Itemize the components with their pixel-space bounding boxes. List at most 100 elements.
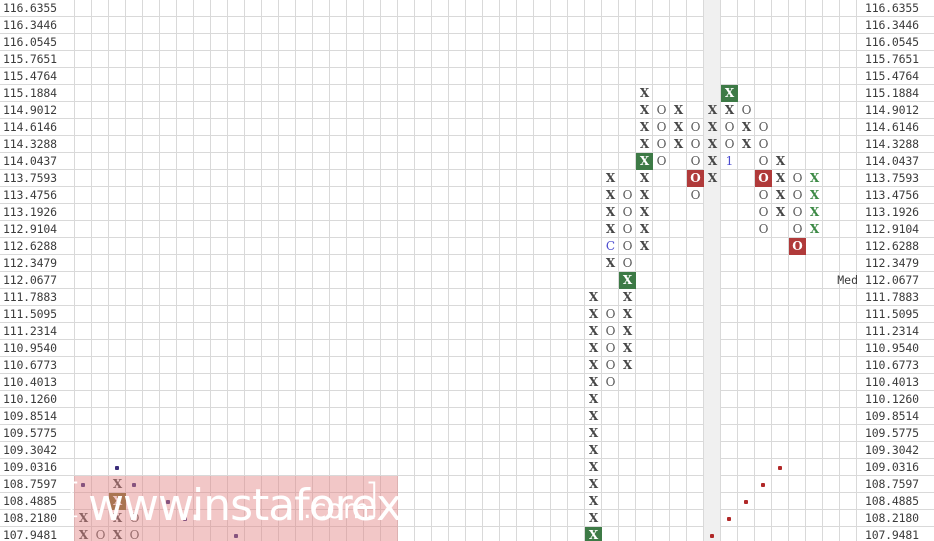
- price-label-right: 112.0677: [865, 273, 919, 287]
- grid-hline: [0, 50, 934, 51]
- price-label-right: 111.5095: [865, 307, 919, 321]
- grid-hline: [0, 458, 934, 459]
- chart-mark-x: X: [673, 137, 684, 151]
- chart-mark-o: O: [792, 171, 803, 185]
- grid-vline: [788, 0, 789, 541]
- chart-mark-x: X: [639, 171, 650, 185]
- chart-mark-x: X: [605, 256, 616, 270]
- chart-mark-o: O: [724, 137, 735, 151]
- grid-vline: [771, 0, 772, 541]
- price-label-left: 110.1260: [3, 392, 57, 406]
- grid-vline: [193, 0, 194, 541]
- grid-hline: [0, 67, 934, 68]
- chart-mark-x: X: [673, 120, 684, 134]
- chart-mark-x: X: [639, 86, 650, 100]
- price-label-left: 115.4764: [3, 69, 57, 83]
- grid-vline: [703, 0, 704, 541]
- chart-mark-o: O: [758, 137, 769, 151]
- grid-hline: [0, 118, 934, 119]
- grid-hline: [0, 169, 934, 170]
- chart-mark-x: X: [588, 511, 599, 525]
- chart-mark-x: X: [78, 528, 89, 541]
- chart-mark-x: X: [585, 527, 602, 541]
- price-label-left: 111.2314: [3, 324, 57, 338]
- projection-dot: [727, 517, 731, 521]
- grid-vline: [91, 0, 92, 541]
- grid-vline: [567, 0, 568, 541]
- price-label-right: 114.6146: [865, 120, 919, 134]
- projection-dot: [183, 517, 187, 521]
- chart-mark-o: O: [622, 239, 633, 253]
- grid-hline: [0, 220, 934, 221]
- price-label-left: 113.7593: [3, 171, 57, 185]
- chart-mark-x: X: [622, 307, 633, 321]
- price-label-left: 107.9481: [3, 528, 57, 541]
- grid-vline: [550, 0, 551, 541]
- grid-vline: [414, 0, 415, 541]
- price-label-right: 108.4885: [865, 494, 919, 508]
- price-label-right: 112.3479: [865, 256, 919, 270]
- grid-hline: [0, 373, 934, 374]
- price-label-right: 112.6288: [865, 239, 919, 253]
- grid-hline: [0, 390, 934, 391]
- grid-hline: [0, 33, 934, 34]
- price-label-right: 112.9104: [865, 222, 919, 236]
- chart-mark-x: X: [588, 460, 599, 474]
- price-label-right: 114.3288: [865, 137, 919, 151]
- price-label-left: 109.0316: [3, 460, 57, 474]
- price-label-right: 114.0437: [865, 154, 919, 168]
- chart-mark-x: X: [588, 358, 599, 372]
- price-label-right: 110.4013: [865, 375, 919, 389]
- grid-vline: [380, 0, 381, 541]
- chart-mark-o: O: [605, 375, 616, 389]
- chart-mark-x: X: [605, 171, 616, 185]
- price-label-right: 113.7593: [865, 171, 919, 185]
- chart-mark-x: X: [622, 341, 633, 355]
- price-label-right: 108.7597: [865, 477, 919, 491]
- grid-vline: [346, 0, 347, 541]
- price-label-left: 116.3446: [3, 18, 57, 32]
- chart-mark-x: X: [588, 341, 599, 355]
- chart-mark-x: X: [741, 120, 752, 134]
- price-label-left: 108.2180: [3, 511, 57, 525]
- price-label-left: 112.3479: [3, 256, 57, 270]
- price-label-left: 111.7883: [3, 290, 57, 304]
- chart-mark-x: X: [707, 154, 718, 168]
- grid-hline: [0, 509, 934, 510]
- grid-vline: [686, 0, 687, 541]
- grid-hline: [0, 254, 934, 255]
- grid-hline: [0, 526, 934, 527]
- price-label-right: 107.9481: [865, 528, 919, 541]
- highlight-column-band: [704, 0, 720, 541]
- chart-mark-o: O: [690, 137, 701, 151]
- chart-mark-o: O: [605, 358, 616, 372]
- grid-hline: [0, 441, 934, 442]
- price-label-left: 112.0677: [3, 273, 57, 287]
- chart-mark-x: X: [588, 409, 599, 423]
- grid-hline: [0, 305, 934, 306]
- chart-mark-x: X: [622, 358, 633, 372]
- price-label-right: 110.1260: [865, 392, 919, 406]
- grid-vline: [108, 0, 109, 541]
- grid-hline: [0, 356, 934, 357]
- grid-vline: [652, 0, 653, 541]
- grid-hline: [0, 16, 934, 17]
- chart-mark-x: X: [707, 120, 718, 134]
- chart-mark-o: O: [758, 205, 769, 219]
- price-label-right: 116.0545: [865, 35, 919, 49]
- chart-mark-o: O: [622, 188, 633, 202]
- grid-vline: [465, 0, 466, 541]
- chart-mark-o: O: [690, 154, 701, 168]
- projection-dot: [81, 483, 85, 487]
- price-label-left: 116.6355: [3, 1, 57, 15]
- watermark-brand: instaforex: [192, 480, 402, 531]
- grid-vline: [397, 0, 398, 541]
- grid-vline: [635, 0, 636, 541]
- chart-mark-x: X: [588, 375, 599, 389]
- chart-mark-x: X: [673, 103, 684, 117]
- price-label-right: 116.3446: [865, 18, 919, 32]
- grid-hline: [0, 475, 934, 476]
- grid-vline: [295, 0, 296, 541]
- grid-vline: [754, 0, 755, 541]
- grid-hline: [0, 492, 934, 493]
